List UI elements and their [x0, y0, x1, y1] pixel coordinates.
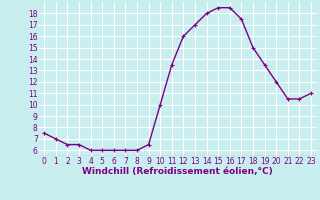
- X-axis label: Windchill (Refroidissement éolien,°C): Windchill (Refroidissement éolien,°C): [82, 167, 273, 176]
